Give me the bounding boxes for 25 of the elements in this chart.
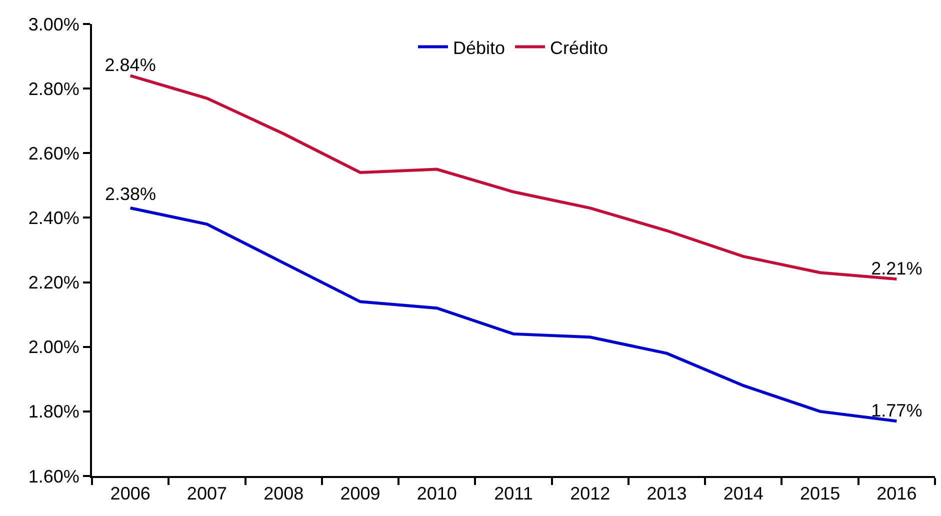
x-tick-label: 2006 bbox=[110, 484, 150, 504]
y-tick-label: 2.40% bbox=[28, 208, 80, 228]
data-label: 2.84% bbox=[104, 55, 156, 76]
x-tick-label: 2011 bbox=[494, 484, 533, 504]
y-tick-label: 2.00% bbox=[28, 337, 80, 358]
x-tick-label: 2015 bbox=[800, 484, 840, 504]
y-tick-label: 1.80% bbox=[28, 402, 80, 422]
y-tick-label: 3.00% bbox=[28, 14, 80, 34]
y-tick-label: 2.60% bbox=[28, 143, 80, 164]
x-tick-label: 2008 bbox=[264, 484, 304, 504]
x-tick-label: 2009 bbox=[340, 484, 380, 504]
x-tick-label: 2014 bbox=[723, 484, 764, 504]
data-label: 1.77% bbox=[871, 400, 922, 421]
y-tick-label: 1.60% bbox=[28, 466, 80, 486]
legend-label: Débito bbox=[453, 38, 506, 58]
y-tick-label: 2.80% bbox=[28, 78, 80, 99]
x-tick-label: 2012 bbox=[570, 484, 610, 504]
annotation: 2.38% bbox=[105, 184, 156, 204]
data-label: 2.21% bbox=[871, 258, 922, 279]
legend-label: Crédito bbox=[550, 38, 608, 58]
x-tick-label: 2016 bbox=[876, 484, 917, 504]
x-tick-label: 2007 bbox=[186, 484, 227, 504]
x-tick-label: 2013 bbox=[646, 484, 687, 504]
y-tick-label: 2.20% bbox=[28, 272, 80, 293]
x-tick-label: 2010 bbox=[416, 484, 457, 504]
